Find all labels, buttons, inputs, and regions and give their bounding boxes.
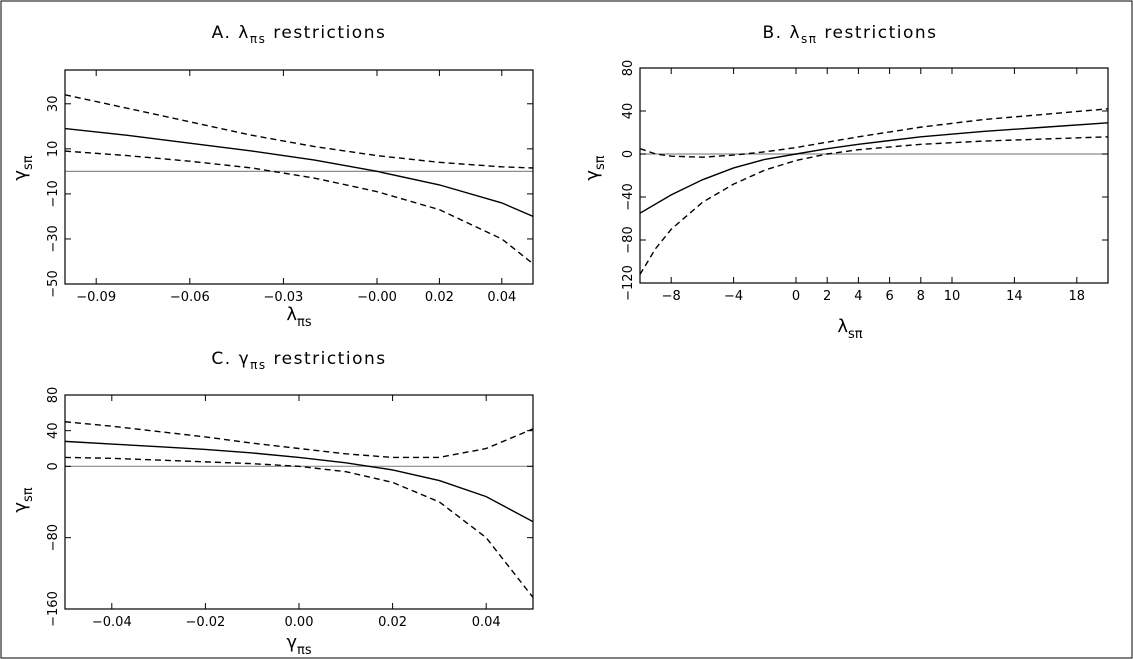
panel-b-x-tick-label: 4	[854, 289, 862, 304]
panel-a-upper-bound-line	[65, 94, 533, 169]
panel-a-x-tick-label: −0.09	[76, 290, 116, 305]
panel-a-x-tick-label: −0.00	[357, 290, 397, 305]
panel-b-x-tick-label: 6	[885, 289, 893, 304]
panel-b-estimate-line	[640, 122, 1108, 214]
panel-a: A. λπs restrictions λπs γsπ −0.09 −0.06 −0…	[10, 23, 534, 330]
panel-c-lower-bound-line	[65, 456, 533, 598]
panel-c-x-tick-label: 0.04	[472, 615, 501, 630]
panel-b-y-tick-label: −120	[621, 265, 636, 301]
panel-b-y-axis-label: γsπ	[582, 155, 608, 180]
panel-a-y-tick-label: 10	[46, 141, 61, 158]
panel-a-x-tick-label: 0.02	[425, 290, 454, 305]
panel-a-x-tick-label: −0.06	[170, 290, 210, 305]
panel-a-y-axis-label: γsπ	[10, 155, 36, 180]
panel-a-x-tick-label: 0.04	[487, 290, 516, 305]
panel-a-y-tick-label: 30	[46, 96, 61, 113]
panel-b-x-tick-label: 2	[823, 289, 831, 304]
panel-b-x-axis-label: λsπ	[837, 316, 862, 342]
panel-b-x-tick-label: −8	[662, 289, 681, 304]
panel-b-x-tick-label: 18	[1069, 289, 1086, 304]
panel-b-x-tick-label: 0	[792, 289, 800, 304]
panel-c-y-axis-label: γsπ	[10, 487, 36, 512]
panel-b-plot-frame	[639, 67, 1109, 284]
panel-a-estimate-line	[65, 127, 533, 218]
panel-c-title: C. γπs restrictions	[211, 349, 386, 372]
panel-c-x-tick-label: −0.04	[92, 615, 132, 630]
panel-b-x-tick-label: 10	[944, 289, 961, 304]
panel-a-x-axis-label: λπs	[286, 304, 311, 330]
panel-c-x-axis-label: γπs	[286, 632, 311, 658]
panel-b-lower-bound-line	[640, 136, 1108, 275]
panel-c-x-tick-label: 0.02	[378, 615, 407, 630]
panel-b-upper-bound-line	[640, 108, 1108, 158]
panel-c-x-tick-label: −0.02	[185, 615, 225, 630]
panel-c-y-tick-label: 0	[46, 462, 61, 470]
panel-b-title: B. λsπ restrictions	[763, 23, 938, 46]
panel-c-y-tick-label: 80	[46, 387, 61, 404]
panel-b-y-tick-label: −40	[621, 183, 636, 210]
panel-c-x-tick-label: 0.00	[285, 615, 314, 630]
panel-c-y-tick-label: −160	[46, 591, 61, 627]
panel-c-y-tick-label: 40	[46, 422, 61, 439]
panel-b-y-tick-label: 80	[621, 60, 636, 77]
panel-a-y-tick-label: −10	[46, 180, 61, 207]
panel-b-y-tick-label: −80	[621, 226, 636, 253]
panel-a-plot-frame	[64, 69, 534, 285]
panel-c-estimate-line	[65, 440, 533, 523]
panel-b-x-tick-label: −4	[724, 289, 743, 304]
panel-b-y-tick-label: 40	[621, 103, 636, 120]
panel-c-upper-bound-line	[65, 421, 533, 459]
panel-b-y-tick-label: 0	[621, 150, 636, 158]
panel-a-y-tick-label: −30	[46, 225, 61, 252]
panel-a-lower-bound-line	[65, 150, 533, 265]
panel-b-x-tick-label: 14	[1006, 289, 1023, 304]
panel-b: B. λsπ restrictions λsπ γsπ −8 −4 0 2 4 6 8 10 1…	[582, 23, 1109, 342]
panel-b-x-tick-label: 8	[917, 289, 925, 304]
panel-a-y-tick-label: −50	[46, 270, 61, 297]
panel-a-x-tick-label: −0.03	[263, 290, 303, 305]
panel-a-title: A. λπs restrictions	[212, 23, 387, 46]
panel-c: C. γπs restrictions γπs γsπ −0.04 −0.02 0.…	[10, 349, 534, 658]
panel-c-y-tick-label: −80	[46, 524, 61, 551]
